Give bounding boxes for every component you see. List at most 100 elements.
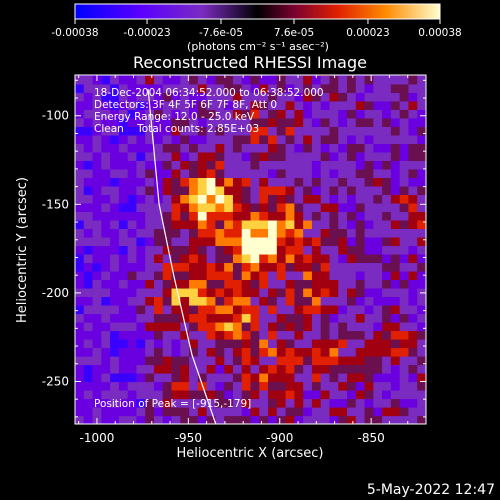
colorbar-unit-label: (photons cm⁻² s⁻¹ asec⁻²) <box>187 40 329 53</box>
heatmap-cell <box>162 236 173 247</box>
heatmap-cell <box>285 270 295 281</box>
heatmap-cell <box>75 75 85 85</box>
heatmap-cell <box>347 330 357 340</box>
heatmap-cell <box>417 117 426 127</box>
heatmap-cell <box>180 415 190 424</box>
heatmap-cell <box>127 364 138 374</box>
heatmap-cell <box>259 245 269 255</box>
heatmap-cell <box>197 177 208 187</box>
heatmap-cell <box>75 372 85 383</box>
heatmap-cell <box>417 83 426 93</box>
heatmap-cell <box>390 270 401 281</box>
heatmap-cell <box>268 355 278 366</box>
heatmap-cell <box>118 330 129 340</box>
heatmap-cell <box>320 109 331 119</box>
heatmap-cell <box>268 253 278 264</box>
heatmap-cell <box>320 126 331 136</box>
heatmap-cell <box>408 75 418 85</box>
heatmap-cell <box>180 75 190 85</box>
heatmap-cell <box>426 364 435 373</box>
heatmap-cell <box>276 270 287 281</box>
heatmap-cell <box>364 211 374 221</box>
heatmap-cell <box>426 347 435 356</box>
heatmap-cell <box>110 313 120 323</box>
heatmap-cell <box>399 304 410 315</box>
heatmap-cell <box>162 321 173 332</box>
heatmap-cell <box>303 253 313 264</box>
heatmap-cell <box>136 398 146 408</box>
heatmap-cell <box>399 75 410 85</box>
heatmap-cell <box>171 364 181 374</box>
heatmap-cell <box>145 398 155 408</box>
heatmap-cell <box>206 313 216 323</box>
heatmap-cell <box>408 228 418 238</box>
heatmap-cell <box>162 415 173 424</box>
heatmap-cell <box>364 287 374 298</box>
heatmap-cell <box>83 279 94 289</box>
heatmap-cell <box>373 338 383 349</box>
heatmap-cell <box>399 236 410 247</box>
heatmap-cell <box>83 211 94 221</box>
heatmap-cell <box>224 75 234 85</box>
heatmap-cell <box>268 228 278 238</box>
heatmap-cell <box>241 75 252 85</box>
heatmap-cell <box>153 211 164 221</box>
heatmap-cell <box>347 109 357 119</box>
heatmap-cell <box>83 236 94 247</box>
heatmap-cell <box>355 109 366 119</box>
heatmap-cell <box>311 245 322 255</box>
heatmap-cell <box>382 304 392 315</box>
heatmap-cell <box>83 228 94 238</box>
heatmap-cell <box>215 406 225 417</box>
heatmap-cell <box>206 228 216 238</box>
heatmap-cell <box>311 219 322 230</box>
heatmap-cell <box>92 253 102 264</box>
heatmap-cell <box>127 406 138 417</box>
heatmap-cell <box>189 100 199 110</box>
heatmap-cell <box>408 100 418 110</box>
heatmap-cell <box>136 126 146 136</box>
heatmap-cell <box>224 236 234 247</box>
heatmap-cell <box>197 109 208 119</box>
heatmap-cell <box>92 389 102 400</box>
heatmap-cell <box>83 398 94 408</box>
heatmap-cell <box>171 134 181 144</box>
heatmap-cell <box>390 364 401 374</box>
heatmap-cell <box>197 83 208 93</box>
heatmap-cell <box>294 185 304 196</box>
heatmap-cell <box>180 304 190 315</box>
heatmap-cell <box>215 236 225 247</box>
heatmap-cell <box>127 83 138 93</box>
heatmap-cell <box>364 92 374 102</box>
heatmap-cell <box>329 245 339 255</box>
heatmap-cell <box>382 406 392 417</box>
heatmap-cell <box>347 398 357 408</box>
heatmap-cell <box>83 92 94 102</box>
heatmap-cell <box>197 160 208 170</box>
heatmap-cell <box>408 168 418 178</box>
heatmap-cell <box>268 168 278 178</box>
heatmap-cell <box>224 270 234 281</box>
heatmap-cell <box>232 143 243 153</box>
heatmap-cell <box>232 330 243 340</box>
heatmap-cell <box>232 168 243 178</box>
heatmap-cell <box>268 304 278 315</box>
heatmap-cell <box>180 262 190 272</box>
heatmap-cell <box>83 253 94 264</box>
heatmap-cell <box>232 372 243 383</box>
heatmap-cell <box>390 177 401 187</box>
heatmap-cell <box>347 177 357 187</box>
heatmap-cell <box>311 109 322 119</box>
heatmap-cell <box>127 253 138 264</box>
heatmap-cell <box>338 262 348 272</box>
heatmap-cell <box>162 134 173 144</box>
heatmap-cell <box>110 381 120 391</box>
heatmap-cell <box>118 117 129 127</box>
colorbar-ticks: -0.00038 -0.00023 -7.6e-05 7.6e-05 0.00023 0.… <box>51 19 462 39</box>
heatmap-cell <box>75 211 85 221</box>
heatmap-cell <box>162 202 173 213</box>
heatmap-cell <box>197 372 208 383</box>
heatmap-cell <box>241 185 252 196</box>
heatmap-cell <box>92 228 102 238</box>
heatmap-cell <box>101 211 111 221</box>
